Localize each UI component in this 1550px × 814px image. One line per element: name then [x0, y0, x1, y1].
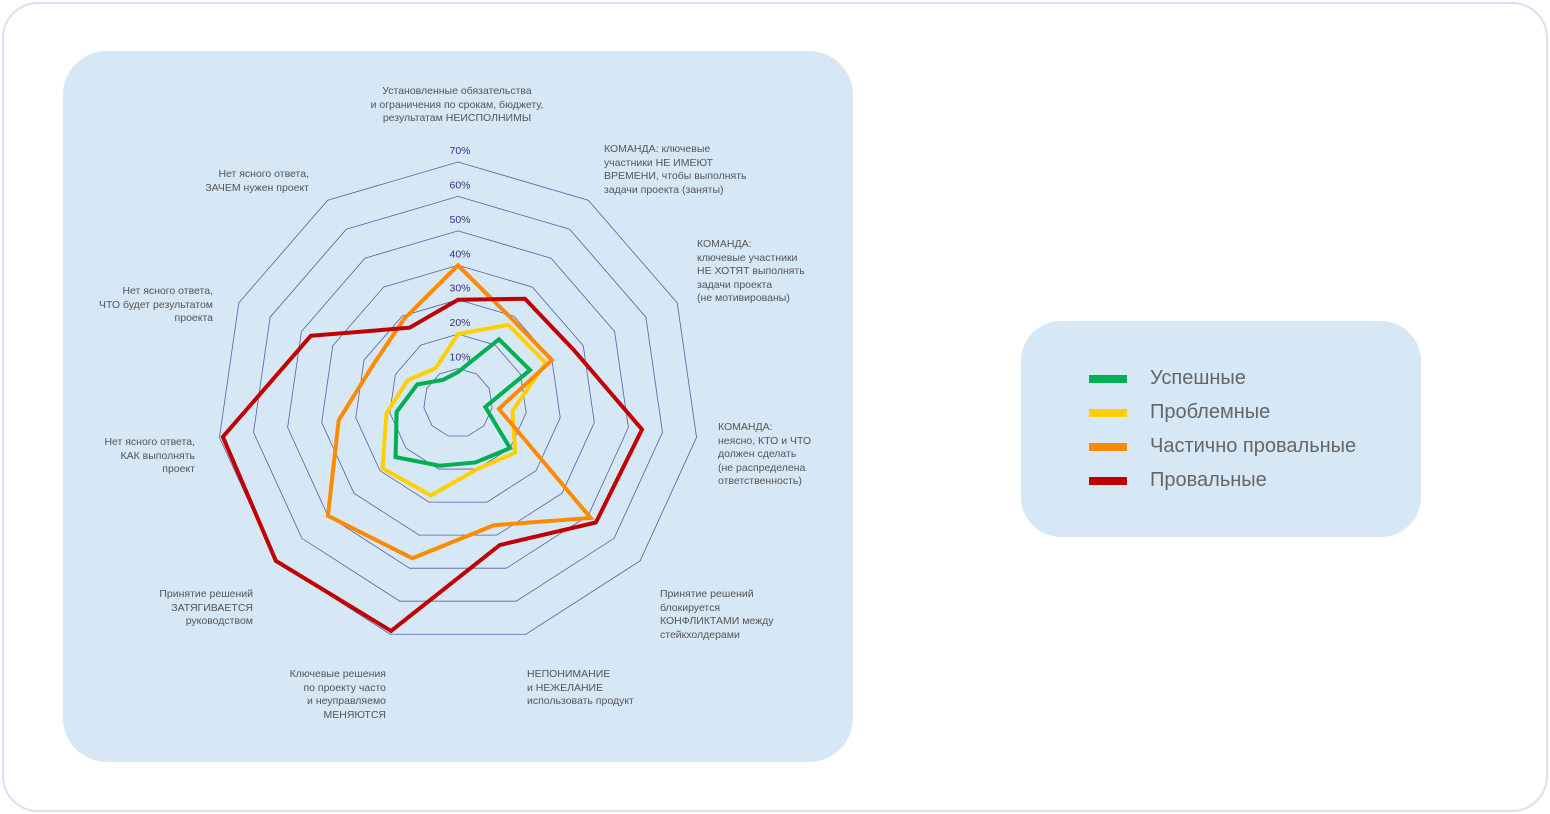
axis-label-line: ЧТО будет результатом [98, 298, 213, 311]
series-line [220, 296, 645, 634]
axis-label-line: КАК выполнять [120, 449, 195, 462]
axis-label-line: КОМАНДА: ключевые [604, 143, 711, 155]
axis-label-line: и НЕЖЕЛАНИЕ [527, 681, 604, 694]
axis-label: Принятие решений ЗАТЯГИВАЕТСЯ руководством [159, 588, 253, 629]
series-line [380, 322, 549, 498]
axis-label-line: должен сделать [718, 448, 797, 461]
grid-ring [219, 161, 697, 635]
legend-item-problematic: Проблемные [1089, 401, 1270, 424]
axis-label-line: использовать продукт [527, 695, 634, 708]
axis-label: КОМАНДА: ключевые участники НЕ ИМЕЮТ ВРЕМЕ… [604, 143, 747, 197]
axis-label-line: ответственность) [718, 475, 802, 488]
legend-item-failed: Провальные [1089, 469, 1267, 492]
legend-swatch [1089, 408, 1127, 417]
axis-label-line: (не мотивированы) [697, 292, 790, 305]
axis-label-line: проект [162, 463, 195, 476]
axis-label-line: НЕ ХОТЯТ выполнять [697, 265, 805, 278]
axis-label-line: НЕПОНИМАНИЕ [527, 668, 611, 680]
axis-label-line: КОМАНДА: [697, 238, 752, 250]
axis-label-line: руководством [185, 615, 253, 628]
axis-label-line: ВРЕМЕНИ, чтобы выполнять [604, 170, 747, 183]
axis-label-line: и неуправляемо [307, 695, 386, 708]
axis-label-line: ЗАЧЕМ нужен проект [205, 181, 309, 194]
axis-label-line: Нет ясного ответа, [218, 168, 309, 180]
axis-label-line: ключевые участники [697, 251, 798, 264]
grid-ring [321, 264, 595, 536]
tick-label: 20% [449, 317, 470, 329]
legend-label: Проблемные [1150, 401, 1271, 423]
legend-swatch [1089, 442, 1127, 451]
axis-label-line: участники НЕ ИМЕЮТ [604, 156, 713, 169]
axis-label-line: Установленные обязательства [382, 85, 532, 97]
axis-label: Нет ясного ответа, КАК выполнять проект [104, 436, 195, 477]
axis-label: Нет ясного ответа, ЗАЧЕМ нужен проект [205, 168, 309, 195]
grid-ring [389, 333, 527, 470]
legend-panel: Успешные Проблемные Частично провальные … [1021, 321, 1421, 537]
axis-label-line: Принятие решений [159, 588, 253, 600]
series-line [325, 262, 595, 561]
legend-swatch [1089, 374, 1127, 383]
tick-label: 70% [449, 145, 470, 157]
axis-label-line: задачи проекта [697, 278, 773, 291]
tick-label: 10% [449, 352, 470, 364]
axis-label: Принятие решений блокируется КОНФЛИКТАМИ м… [660, 588, 774, 642]
axis-label: Ключевые решения по проекту часто и неупра… [290, 668, 386, 722]
series-line [393, 336, 534, 468]
tick-label: 30% [449, 283, 470, 295]
legend-label: Частично провальные [1150, 435, 1357, 457]
axis-label-line: стейкхолдерами [660, 628, 740, 641]
axis-label-line: Нет ясного ответа, [122, 285, 213, 297]
axis-label-line: блокируется [660, 601, 721, 614]
axis-label-line: неясно, КТО и ЧТО [718, 434, 812, 447]
axis-label-line: по проекту часто [303, 681, 386, 694]
tick-label: 40% [449, 248, 470, 260]
axis-label-line: МЕНЯЮТСЯ [323, 708, 386, 721]
grid-ring [423, 368, 493, 437]
axis-label: Нет ясного ответа, ЧТО будет результатом п… [99, 285, 213, 326]
legend-swatch [1089, 476, 1127, 485]
axis-label-line: проекта [174, 312, 213, 325]
grid-ring [253, 196, 663, 602]
axis-label: КОМАНДА: неясно, КТО и ЧТО должен сделать(… [718, 421, 811, 489]
tick-label: 60% [449, 179, 470, 191]
legend-label: Провальные [1150, 469, 1267, 491]
legend-item-successful: Успешные [1089, 367, 1246, 390]
axis-label-line: Ключевые решения [289, 668, 386, 680]
axis-label-line: Принятие решений [660, 588, 754, 600]
axis-label-line: Нет ясного ответа, [104, 436, 195, 448]
axis-label-line: результатам НЕИСПОЛНИМЫ [382, 112, 532, 125]
legend-label: Успешные [1150, 367, 1246, 389]
axis-label: Установленные обязательства и ограничения… [371, 85, 544, 126]
axis-label-line: (не распределена [718, 461, 806, 474]
legend-item-partially-failed: Частично провальные [1089, 435, 1356, 458]
tick-label: 50% [449, 214, 470, 226]
axis-label-line: ЗАТЯГИВАЕТСЯ [171, 601, 253, 614]
axis-label: НЕПОНИМАНИЕ и НЕЖЕЛАНИЕ использовать проду… [527, 668, 634, 709]
axis-label: КОМАНДА: ключевые участники НЕ ХОТЯТ выпол… [697, 238, 805, 306]
chart-panel [63, 51, 853, 762]
axis-label-line: и ограничения по срокам, бюджету, [370, 98, 544, 111]
grid-ring [287, 230, 629, 569]
axis-label-line: КОМАНДА: [718, 421, 773, 433]
axis-label-line: задачи проекта (заняты) [604, 183, 724, 196]
axis-label-line: КОНФЛИКТАМИ между [660, 615, 774, 628]
